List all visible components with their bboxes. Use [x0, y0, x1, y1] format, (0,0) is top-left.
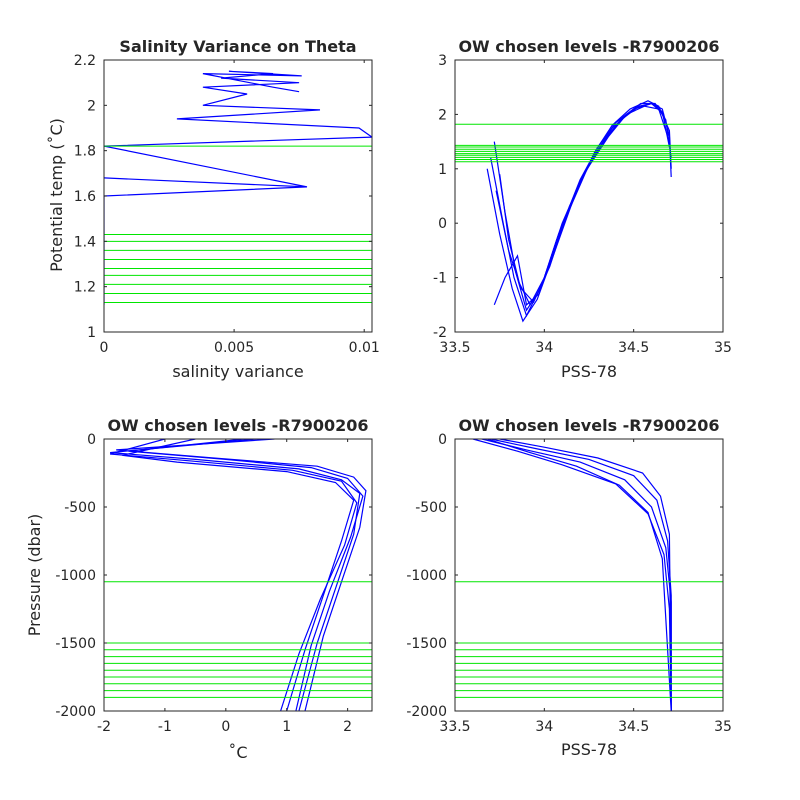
- x-tick-label: 2: [343, 719, 352, 735]
- panel-salinity-pressure: OW chosen levels -R7900206 PSS-78: [458, 416, 719, 759]
- y-tick-label: 0: [87, 432, 96, 448]
- y-tick-label: -1500: [406, 636, 447, 652]
- chart-title: Salinity Variance on Theta: [119, 37, 356, 56]
- chart-title: OW chosen levels -R7900206: [458, 416, 719, 435]
- axes-box: [454, 59, 724, 333]
- panel-theta-salinity: OW chosen levels -R7900206 PSS-78: [458, 37, 719, 381]
- y-tick-label: 1.4: [74, 234, 96, 250]
- chart-layer: 0 0.005 0.01 1 1.2 1.4 1.6 1.8 2 2.2 33.5 34 34.5 35 -…: [55, 53, 732, 735]
- x-tick-label: 34.5: [618, 719, 649, 735]
- x-axis-label: PSS-78: [561, 740, 617, 759]
- plot-tp: -2 -1 0 1 2 -2000 -1500 -1000 -500 0: [55, 432, 373, 735]
- data-group: [104, 439, 372, 711]
- x-tick-label: 0.01: [349, 340, 380, 356]
- x-tick-label: -2: [97, 719, 111, 735]
- y-tick-label: 1: [438, 162, 447, 178]
- y-tick-label: 2.2: [74, 53, 96, 69]
- x-axis-label: ˚C: [228, 743, 247, 762]
- panel-temperature-pressure: OW chosen levels -R7900206 ˚C Pressure (…: [25, 416, 369, 762]
- y-tick-label: 1.2: [74, 280, 96, 296]
- y-tick-label: 2: [87, 98, 96, 114]
- plot-salvar: 0 0.005 0.01 1 1.2 1.4 1.6 1.8 2 2.2: [74, 53, 380, 356]
- chart-title: OW chosen levels -R7900206: [107, 416, 368, 435]
- data-group: [455, 100, 723, 323]
- x-tick-label: 0.005: [214, 340, 254, 356]
- data-group: [104, 70, 372, 305]
- profile-line: [490, 439, 672, 711]
- x-tick-label: 34.5: [618, 340, 649, 356]
- profile-line: [122, 439, 355, 711]
- y-tick-label: -1500: [55, 636, 96, 652]
- profile-line: [490, 105, 670, 318]
- x-tick-label: 35: [714, 719, 732, 735]
- y-tick-label: 1.8: [74, 144, 96, 160]
- data-group: [455, 439, 723, 711]
- x-tick-label: 33.5: [439, 719, 470, 735]
- y-tick-label: -2: [433, 325, 447, 341]
- y-tick-label: -2000: [55, 704, 96, 720]
- profile-line: [109, 439, 358, 711]
- x-tick-label: -1: [158, 719, 172, 735]
- x-axis-label: PSS-78: [561, 362, 617, 381]
- y-tick-label: -1000: [406, 568, 447, 584]
- profile-line: [128, 439, 364, 711]
- y-tick-label: 0: [438, 216, 447, 232]
- y-tick-label: -2000: [406, 704, 447, 720]
- profile-line: [104, 70, 372, 305]
- profile-line: [110, 439, 361, 711]
- x-tick-label: 33.5: [439, 340, 470, 356]
- plot-sp: 33.5 34 34.5 35 -2000 -1500 -1000 -500 0: [406, 432, 732, 735]
- chart-title: OW chosen levels -R7900206: [458, 37, 719, 56]
- x-axis-label: salinity variance: [172, 362, 303, 381]
- y-tick-label: 0: [438, 432, 447, 448]
- x-tick-label: 34: [535, 719, 553, 735]
- profile-line: [493, 102, 665, 306]
- x-tick-label: 0: [100, 340, 109, 356]
- panel-salinity-variance: Salinity Variance on Theta salinity vari…: [47, 37, 357, 381]
- x-tick-label: 0: [221, 719, 230, 735]
- y-tick-label: -1: [433, 271, 447, 287]
- profile-line: [487, 439, 672, 711]
- profile-line: [472, 439, 672, 711]
- y-tick-label: 2: [438, 107, 447, 123]
- x-tick-label: 35: [714, 340, 732, 356]
- x-tick-label: 1: [282, 719, 291, 735]
- y-tick-label: 1.6: [74, 189, 96, 205]
- y-axis-label: Potential temp (˚C): [47, 118, 66, 272]
- y-axis-label: Pressure (dbar): [25, 514, 44, 637]
- y-tick-label: 1: [87, 325, 96, 341]
- x-tick-label: 34: [535, 340, 553, 356]
- profile-line: [499, 439, 672, 711]
- plot-ts: 33.5 34 34.5 35 -2 -1 0 1 2 3: [433, 53, 732, 356]
- y-tick-label: -500: [415, 500, 447, 516]
- y-tick-label: -1000: [55, 568, 96, 584]
- y-tick-label: -500: [64, 500, 96, 516]
- y-tick-label: 3: [438, 53, 447, 69]
